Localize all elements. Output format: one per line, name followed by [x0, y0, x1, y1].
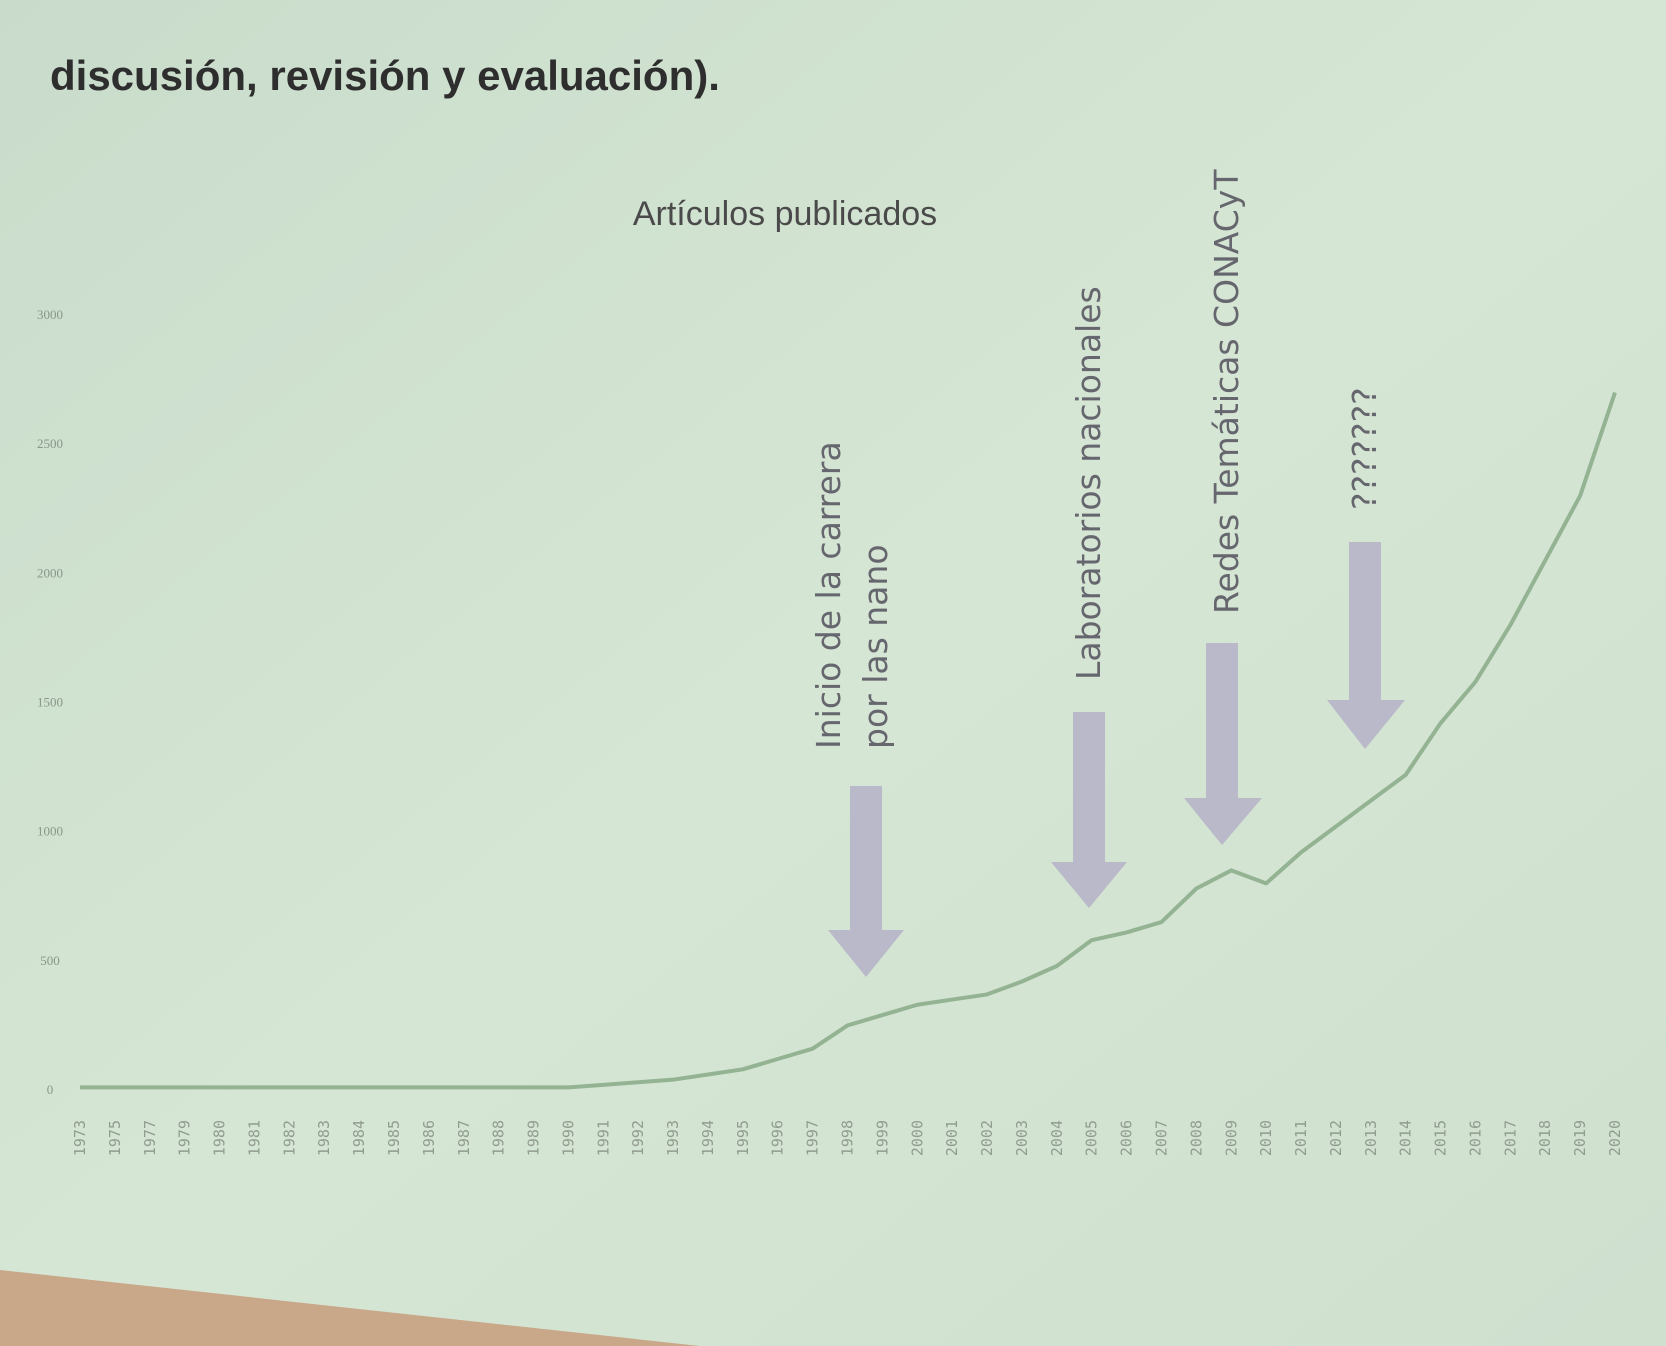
x-tick-label: 1981 [245, 1120, 263, 1156]
page: {"subtitle": "discusión, revisión y eval… [0, 0, 1666, 1346]
x-tick-label: 2014 [1397, 1120, 1415, 1156]
x-tick-label: 2006 [1118, 1120, 1136, 1156]
x-tick-label: 2001 [943, 1120, 961, 1156]
x-tick-label: 2013 [1362, 1120, 1380, 1156]
x-tick-label: 2005 [1083, 1120, 1101, 1156]
x-tick-label: 2009 [1222, 1120, 1240, 1156]
x-tick-label: 2007 [1152, 1120, 1170, 1156]
x-tick-label: 1998 [839, 1120, 857, 1156]
x-tick-label: 2011 [1292, 1120, 1310, 1156]
y-tick-label: 3000 [37, 307, 63, 322]
annotation: Inicio de la carrera [809, 441, 848, 749]
x-tick-label: 1997 [804, 1120, 822, 1156]
x-tick-label: 2017 [1501, 1120, 1519, 1156]
annotation: ??????? [1345, 387, 1384, 510]
x-tick-label: 2016 [1466, 1120, 1484, 1156]
x-tick-label: 1995 [734, 1120, 752, 1156]
x-tick-label: 1987 [455, 1120, 473, 1156]
x-tick-label: 2010 [1257, 1120, 1275, 1156]
subtitle: discusión, revisión y evaluación). [50, 52, 720, 99]
y-tick-label: 2500 [37, 436, 63, 451]
y-tick-label: 500 [40, 953, 60, 968]
x-tick-label: 1973 [71, 1120, 89, 1156]
x-tick-label: 1994 [699, 1120, 717, 1156]
x-tick-label: 1993 [664, 1120, 682, 1156]
x-tick-label: 1979 [176, 1120, 194, 1156]
x-tick-label: 1991 [594, 1120, 612, 1156]
x-tick-label: 1988 [490, 1120, 508, 1156]
y-tick-label: 1500 [37, 695, 63, 710]
x-tick-label: 2018 [1536, 1120, 1554, 1156]
x-tick-label: 1977 [141, 1120, 159, 1156]
x-tick-label: 1992 [629, 1120, 647, 1156]
x-tick-label: 1996 [769, 1120, 787, 1156]
x-tick-label: 1984 [350, 1120, 368, 1156]
x-tick-label: 2004 [1048, 1120, 1066, 1156]
x-tick-label: 1989 [525, 1120, 543, 1156]
x-tick-label: 2020 [1606, 1120, 1624, 1156]
x-tick-label: 2008 [1187, 1120, 1205, 1156]
annotation: Laboratorios nacionales [1069, 286, 1108, 680]
x-tick-label: 1999 [873, 1120, 891, 1156]
x-tick-label: 1982 [280, 1120, 298, 1156]
x-tick-label: 2015 [1432, 1120, 1450, 1156]
x-tick-label: 2012 [1327, 1120, 1345, 1156]
x-tick-label: 2003 [1013, 1120, 1031, 1156]
y-tick-label: 0 [47, 1082, 54, 1097]
annotation: por las nano [856, 544, 895, 749]
x-tick-label: 1980 [211, 1120, 229, 1156]
x-tick-label: 1983 [315, 1120, 333, 1156]
annotation: Redes Temáticas CONACyT [1207, 169, 1246, 614]
x-tick-label: 2002 [978, 1120, 996, 1156]
y-tick-label: 2000 [37, 565, 63, 580]
x-tick-label: 1986 [420, 1120, 438, 1156]
x-tick-label: 1990 [559, 1120, 577, 1156]
x-tick-label: 2019 [1571, 1120, 1589, 1156]
x-tick-label: 1985 [385, 1120, 403, 1156]
x-tick-label: 2000 [908, 1120, 926, 1156]
chart-title: Artículos publicados [633, 195, 937, 233]
x-tick-label: 1975 [106, 1120, 124, 1156]
y-tick-label: 1000 [37, 824, 63, 839]
chart: discusión, revisión y evaluación). Artíc… [0, 0, 1666, 1346]
